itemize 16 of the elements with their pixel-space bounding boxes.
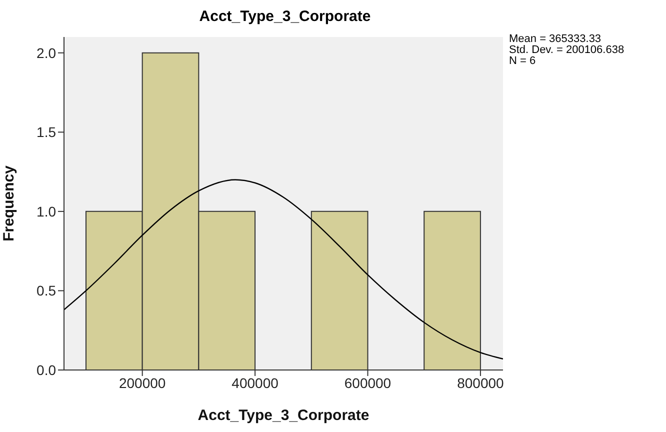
y-tick-label: 2.0 [36, 44, 56, 61]
text: Mean = 365333.33 [509, 33, 602, 45]
y-tick-label: 0.5 [36, 282, 56, 299]
y-tick-label: 1.5 [36, 124, 56, 140]
x-tick-label: 400000 [232, 374, 279, 391]
x-axis-title: Acct_Type_3_Corporate [198, 407, 370, 424]
text: Std. Dev. = 200106.638 [509, 44, 624, 56]
y-tick-label: 1.0 [36, 203, 56, 220]
y-tick-label: 0.0 [36, 362, 56, 378]
x-tick-label: 600000 [344, 374, 392, 391]
x-tick-label: 800000 [457, 374, 504, 391]
y-axis-title: Frequency [0, 164, 18, 242]
chart-title: Acct_Type_3_Corporate [198, 8, 372, 25]
text: N = 6 [509, 55, 537, 67]
line-series [64, 179, 503, 360]
x-tick-label: 200000 [118, 374, 166, 391]
